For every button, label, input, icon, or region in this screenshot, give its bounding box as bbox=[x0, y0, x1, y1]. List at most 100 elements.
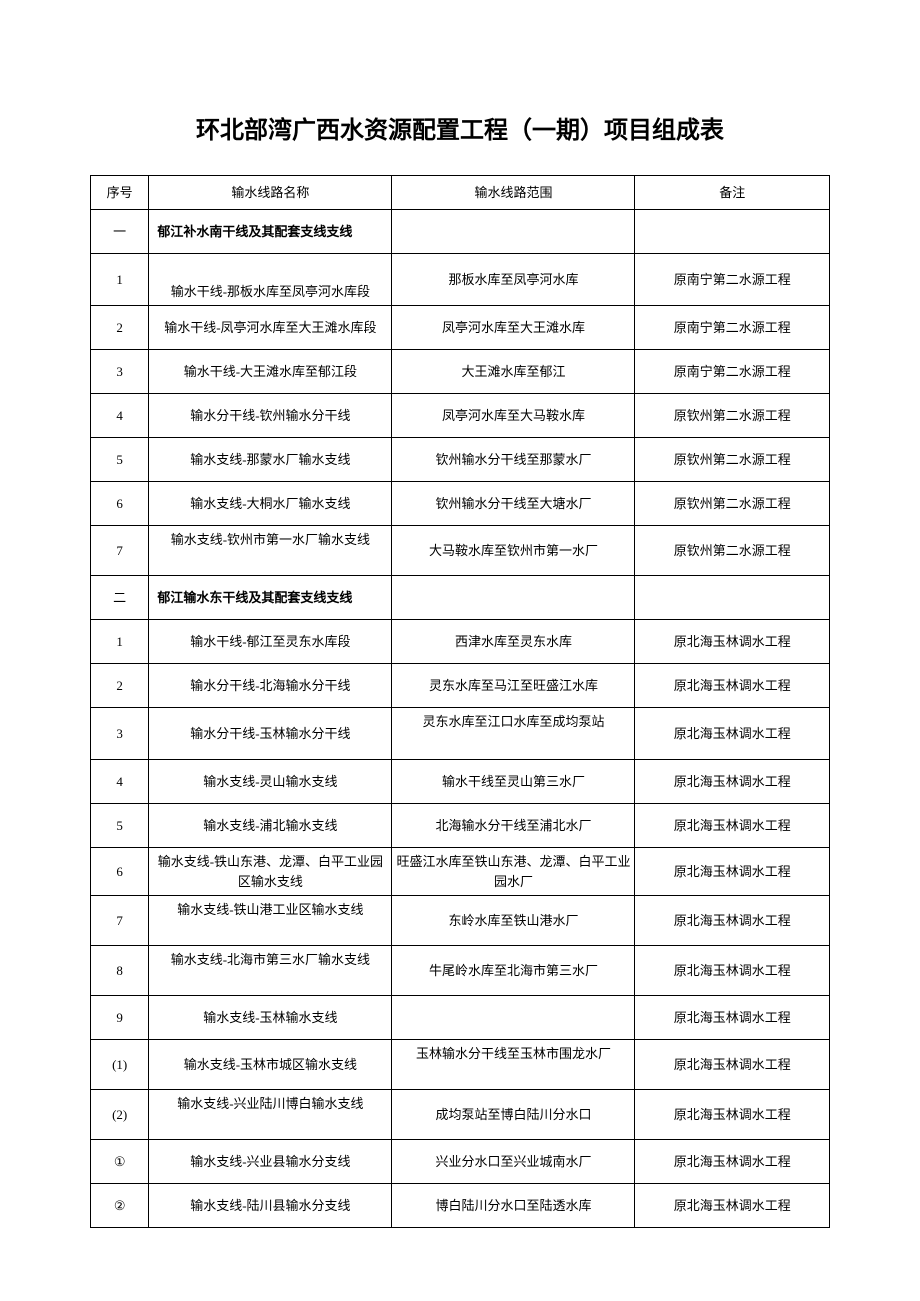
table-row: 5输水支线-浦北输水支线北海输水分干线至浦北水厂原北海玉林调水工程 bbox=[91, 804, 830, 848]
section-scope bbox=[392, 210, 635, 254]
cell-seq: 1 bbox=[91, 254, 149, 306]
table-row: 5输水支线-那蒙水厂输水支线钦州输水分干线至那蒙水厂原钦州第二水源工程 bbox=[91, 438, 830, 482]
page-title: 环北部湾广西水资源配置工程（一期）项目组成表 bbox=[90, 110, 830, 145]
cell-remark: 原南宁第二水源工程 bbox=[635, 350, 830, 394]
cell-name: 输水支线-玉林输水支线 bbox=[149, 996, 392, 1040]
cell-remark: 原北海玉林调水工程 bbox=[635, 896, 830, 946]
table-header-row: 序号 输水线路名称 输水线路范围 备注 bbox=[91, 176, 830, 210]
section-remark bbox=[635, 210, 830, 254]
section-row: 二郁江输水东干线及其配套支线支线 bbox=[91, 576, 830, 620]
section-seq: 二 bbox=[91, 576, 149, 620]
cell-name: 输水支线-兴业县输水分支线 bbox=[149, 1140, 392, 1184]
cell-name: 输水干线-大王滩水库至郁江段 bbox=[149, 350, 392, 394]
cell-seq: 3 bbox=[91, 708, 149, 760]
table-row: 7输水支线-钦州市第一水厂输水支线大马鞍水库至钦州市第一水厂原钦州第二水源工程 bbox=[91, 526, 830, 576]
cell-name: 输水分干线-玉林输水分干线 bbox=[149, 708, 392, 760]
cell-scope: 东岭水库至铁山港水厂 bbox=[392, 896, 635, 946]
cell-scope: 成均泵站至博白陆川分水口 bbox=[392, 1090, 635, 1140]
cell-name: 输水支线-浦北输水支线 bbox=[149, 804, 392, 848]
cell-remark: 原北海玉林调水工程 bbox=[635, 760, 830, 804]
cell-name: 输水干线-凤亭河水库至大王滩水库段 bbox=[149, 306, 392, 350]
cell-remark: 原钦州第二水源工程 bbox=[635, 482, 830, 526]
cell-scope: 钦州输水分干线至大塘水厂 bbox=[392, 482, 635, 526]
cell-remark: 原北海玉林调水工程 bbox=[635, 620, 830, 664]
cell-seq: 8 bbox=[91, 946, 149, 996]
cell-remark: 原北海玉林调水工程 bbox=[635, 996, 830, 1040]
cell-name: 输水支线-大桐水厂输水支线 bbox=[149, 482, 392, 526]
header-remark: 备注 bbox=[635, 176, 830, 210]
table-row: 2输水分干线-北海输水分干线灵东水库至马江至旺盛江水库原北海玉林调水工程 bbox=[91, 664, 830, 708]
table-row: ②输水支线-陆川县输水分支线博白陆川分水口至陆透水库原北海玉林调水工程 bbox=[91, 1184, 830, 1228]
header-scope: 输水线路范围 bbox=[392, 176, 635, 210]
cell-name: 输水支线-玉林市城区输水支线 bbox=[149, 1040, 392, 1090]
cell-seq: 5 bbox=[91, 438, 149, 482]
section-seq: 一 bbox=[91, 210, 149, 254]
cell-remark: 原北海玉林调水工程 bbox=[635, 946, 830, 996]
cell-scope: 牛尾岭水库至北海市第三水厂 bbox=[392, 946, 635, 996]
cell-seq: ② bbox=[91, 1184, 149, 1228]
cell-seq: 5 bbox=[91, 804, 149, 848]
cell-seq: 6 bbox=[91, 482, 149, 526]
cell-seq: (2) bbox=[91, 1090, 149, 1140]
header-seq: 序号 bbox=[91, 176, 149, 210]
cell-name: 输水支线-那蒙水厂输水支线 bbox=[149, 438, 392, 482]
section-remark bbox=[635, 576, 830, 620]
cell-remark: 原北海玉林调水工程 bbox=[635, 664, 830, 708]
cell-scope: 灵东水库至江口水库至成均泵站 bbox=[392, 708, 635, 760]
cell-remark: 原北海玉林调水工程 bbox=[635, 848, 830, 896]
cell-scope: 大王滩水库至郁江 bbox=[392, 350, 635, 394]
cell-remark: 原北海玉林调水工程 bbox=[635, 708, 830, 760]
cell-seq: 3 bbox=[91, 350, 149, 394]
cell-scope: 凤亭河水库至大马鞍水库 bbox=[392, 394, 635, 438]
cell-seq: 2 bbox=[91, 306, 149, 350]
cell-remark: 原北海玉林调水工程 bbox=[635, 1140, 830, 1184]
cell-seq: ① bbox=[91, 1140, 149, 1184]
cell-name: 输水支线-钦州市第一水厂输水支线 bbox=[149, 526, 392, 576]
cell-seq: 4 bbox=[91, 760, 149, 804]
project-table: 序号 输水线路名称 输水线路范围 备注 一郁江补水南干线及其配套支线支线1输水干… bbox=[90, 175, 830, 1228]
cell-remark: 原南宁第二水源工程 bbox=[635, 306, 830, 350]
section-label: 郁江补水南干线及其配套支线支线 bbox=[149, 210, 392, 254]
table-row: 3输水分干线-玉林输水分干线灵东水库至江口水库至成均泵站原北海玉林调水工程 bbox=[91, 708, 830, 760]
section-label: 郁江输水东干线及其配套支线支线 bbox=[149, 576, 392, 620]
cell-scope: 玉林输水分干线至玉林市围龙水厂 bbox=[392, 1040, 635, 1090]
cell-name: 输水支线-铁山东港、龙潭、白平工业园区输水支线 bbox=[149, 848, 392, 896]
table-row: 9输水支线-玉林输水支线 原北海玉林调水工程 bbox=[91, 996, 830, 1040]
cell-name: 输水支线-北海市第三水厂输水支线 bbox=[149, 946, 392, 996]
cell-scope: 大马鞍水库至钦州市第一水厂 bbox=[392, 526, 635, 576]
table-row: 1输水干线-郁江至灵东水库段西津水库至灵东水库原北海玉林调水工程 bbox=[91, 620, 830, 664]
cell-remark: 原北海玉林调水工程 bbox=[635, 1040, 830, 1090]
cell-name: 输水干线-郁江至灵东水库段 bbox=[149, 620, 392, 664]
cell-name: 输水支线-兴业陆川博白输水支线 bbox=[149, 1090, 392, 1140]
cell-seq: 7 bbox=[91, 896, 149, 946]
cell-name: 输水支线-灵山输水支线 bbox=[149, 760, 392, 804]
cell-name: 输水分干线-北海输水分干线 bbox=[149, 664, 392, 708]
table-row: 4输水分干线-钦州输水分干线凤亭河水库至大马鞍水库原钦州第二水源工程 bbox=[91, 394, 830, 438]
cell-scope: 西津水库至灵东水库 bbox=[392, 620, 635, 664]
cell-seq: 1 bbox=[91, 620, 149, 664]
table-row: (2)输水支线-兴业陆川博白输水支线成均泵站至博白陆川分水口原北海玉林调水工程 bbox=[91, 1090, 830, 1140]
cell-seq: 4 bbox=[91, 394, 149, 438]
table-row: 2输水干线-凤亭河水库至大王滩水库段凤亭河水库至大王滩水库原南宁第二水源工程 bbox=[91, 306, 830, 350]
cell-scope: 灵东水库至马江至旺盛江水库 bbox=[392, 664, 635, 708]
cell-scope: 输水干线至灵山第三水厂 bbox=[392, 760, 635, 804]
header-name: 输水线路名称 bbox=[149, 176, 392, 210]
table-row: 4输水支线-灵山输水支线输水干线至灵山第三水厂原北海玉林调水工程 bbox=[91, 760, 830, 804]
cell-scope: 北海输水分干线至浦北水厂 bbox=[392, 804, 635, 848]
cell-remark: 原钦州第二水源工程 bbox=[635, 438, 830, 482]
cell-name: 输水分干线-钦州输水分干线 bbox=[149, 394, 392, 438]
cell-scope: 兴业分水口至兴业城南水厂 bbox=[392, 1140, 635, 1184]
cell-scope bbox=[392, 996, 635, 1040]
cell-seq: 7 bbox=[91, 526, 149, 576]
table-row: ①输水支线-兴业县输水分支线兴业分水口至兴业城南水厂原北海玉林调水工程 bbox=[91, 1140, 830, 1184]
cell-remark: 原北海玉林调水工程 bbox=[635, 1184, 830, 1228]
cell-remark: 原北海玉林调水工程 bbox=[635, 804, 830, 848]
cell-scope: 凤亭河水库至大王滩水库 bbox=[392, 306, 635, 350]
cell-seq: 6 bbox=[91, 848, 149, 896]
cell-remark: 原北海玉林调水工程 bbox=[635, 1090, 830, 1140]
cell-name: 输水干线-那板水库至凤亭河水库段 bbox=[149, 254, 392, 306]
table-row: 7输水支线-铁山港工业区输水支线东岭水库至铁山港水厂原北海玉林调水工程 bbox=[91, 896, 830, 946]
cell-seq: 9 bbox=[91, 996, 149, 1040]
cell-seq: 2 bbox=[91, 664, 149, 708]
cell-scope: 博白陆川分水口至陆透水库 bbox=[392, 1184, 635, 1228]
